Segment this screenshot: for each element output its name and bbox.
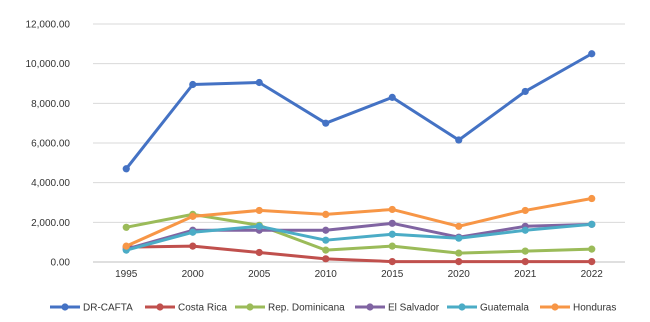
- series-dr-cafta: [122, 50, 596, 173]
- series-guatemala: [122, 220, 596, 254]
- y-tick-label: 2,000.00: [31, 218, 70, 229]
- data-point: [255, 206, 263, 215]
- legend-label: Costa Rica: [178, 303, 227, 314]
- data-point: [322, 226, 330, 234]
- data-point: [255, 248, 263, 257]
- series-group: [122, 50, 596, 266]
- data-point: [189, 242, 197, 250]
- data-point: [388, 230, 396, 238]
- series-line: [124, 52, 594, 171]
- data-point: [588, 258, 596, 266]
- data-point: [189, 80, 197, 89]
- x-tick-label: 2021: [514, 269, 537, 280]
- series-honduras: [122, 194, 596, 250]
- legend-item: Guatemala: [447, 303, 529, 314]
- data-point: [455, 222, 463, 230]
- data-point: [255, 78, 263, 87]
- series-line: [124, 222, 594, 252]
- x-axis: 1995 2000 2005 2010 2015 2020 2021 2022: [115, 269, 603, 280]
- y-tick-label: 0.00: [51, 258, 71, 269]
- data-point: [588, 220, 596, 228]
- data-point: [455, 249, 463, 257]
- data-point: [388, 258, 396, 266]
- y-tick-label: 6,000.00: [31, 139, 70, 150]
- legend-marker: [458, 303, 466, 311]
- x-tick-label: 2022: [581, 269, 604, 280]
- legend-label: Guatemala: [480, 303, 529, 314]
- data-point: [322, 119, 330, 127]
- data-point: [322, 255, 330, 263]
- legend-item: DR-CAFTA: [50, 303, 133, 314]
- y-axis: 0.00 2,000.00 4,000.00 6,000.00 8,000.00 10,0…: [26, 20, 71, 269]
- x-tick-label: 2005: [248, 269, 271, 280]
- data-point: [255, 222, 263, 230]
- y-tick-label: 10,000.00: [26, 59, 71, 70]
- data-point: [322, 246, 330, 254]
- data-point: [588, 50, 596, 58]
- legend-label: DR-CAFTA: [83, 303, 133, 314]
- legend-item: El Salvador: [355, 303, 440, 314]
- legend-item: Rep. Dominicana: [235, 303, 345, 314]
- legend-label: Honduras: [573, 303, 616, 314]
- data-point: [521, 206, 529, 215]
- data-point: [189, 228, 197, 236]
- data-point: [588, 245, 596, 253]
- data-point: [455, 136, 463, 144]
- legend: DR-CAFTA Costa Rica Rep. Dominicana El Salv…: [50, 303, 616, 314]
- series-costa-rica: [122, 242, 596, 266]
- x-tick-label: 2020: [448, 269, 471, 280]
- y-tick-label: 12,000.00: [26, 20, 71, 31]
- data-point: [122, 223, 130, 231]
- legend-marker: [156, 303, 164, 311]
- series-line: [124, 244, 594, 264]
- data-point: [521, 226, 529, 234]
- legend-label: Rep. Dominicana: [268, 303, 345, 314]
- x-tick-label: 2010: [315, 269, 338, 280]
- legend-marker: [61, 303, 69, 311]
- series-line: [124, 197, 594, 248]
- data-point: [322, 210, 330, 218]
- data-point: [388, 219, 396, 227]
- data-point: [388, 205, 396, 214]
- data-point: [122, 242, 130, 250]
- data-point: [122, 165, 130, 173]
- legend-item: Honduras: [540, 303, 616, 314]
- data-point: [521, 258, 529, 266]
- data-point: [322, 236, 330, 244]
- x-tick-label: 2015: [381, 269, 404, 280]
- y-tick-label: 8,000.00: [31, 99, 70, 110]
- legend-marker: [551, 303, 559, 311]
- data-point: [588, 194, 596, 203]
- legend-marker: [246, 303, 254, 311]
- data-point: [388, 93, 396, 101]
- data-point: [189, 212, 197, 220]
- x-tick-label: 1995: [115, 269, 138, 280]
- data-point: [388, 242, 396, 250]
- data-point: [455, 258, 463, 266]
- data-point: [521, 87, 529, 96]
- legend-item: Costa Rica: [145, 303, 227, 314]
- y-tick-label: 4,000.00: [31, 178, 70, 189]
- legend-marker: [366, 303, 374, 311]
- data-point: [521, 247, 529, 255]
- legend-label: El Salvador: [388, 303, 440, 314]
- data-point: [455, 234, 463, 242]
- x-tick-label: 2000: [182, 269, 205, 280]
